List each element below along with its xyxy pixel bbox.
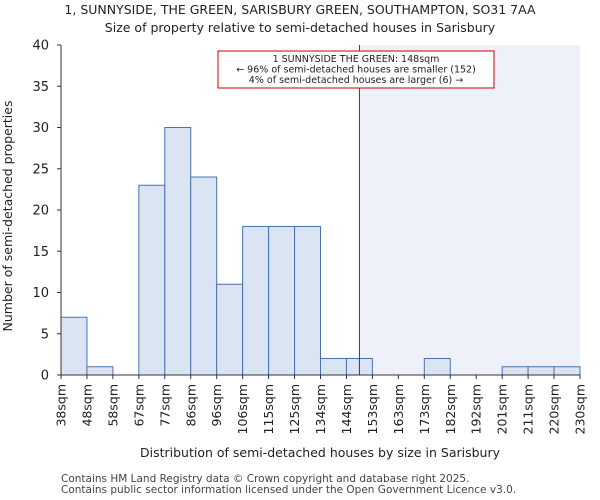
- histogram-bar: [268, 226, 296, 376]
- x-tick-label: 144sqm: [339, 384, 354, 434]
- histogram-bar: [423, 358, 451, 376]
- x-tick-label: 77sqm: [157, 384, 172, 427]
- x-tick-label: 192sqm: [469, 384, 484, 434]
- histogram-bar: [527, 366, 555, 376]
- y-tick-label: 5: [41, 327, 49, 342]
- x-tick-label: 220sqm: [547, 384, 562, 434]
- x-tick-label: 163sqm: [391, 384, 406, 434]
- x-axis-label: Distribution of semi-detached houses by …: [140, 445, 501, 460]
- histogram-bar: [164, 127, 192, 376]
- larger-region-shade: [359, 45, 580, 375]
- x-tick-label: 96sqm: [209, 384, 224, 427]
- x-tick-label: 38sqm: [54, 384, 69, 427]
- x-tick-label: 153sqm: [365, 384, 380, 434]
- y-axis-label: Number of semi-detached properties: [0, 101, 15, 332]
- histogram-bar: [60, 316, 88, 376]
- x-tick-label: 106sqm: [235, 384, 250, 434]
- x-tick-label: 58sqm: [105, 384, 120, 427]
- histogram-chart: 0 5 10 15 20 25 30 35 40 38sqm 48sqm 58sqm 67sqm 77sq…: [0, 39, 588, 461]
- chart-title: 1, SUNNYSIDE, THE GREEN, SARISBURY GREEN…: [64, 2, 536, 17]
- x-tick-label: 134sqm: [313, 384, 328, 434]
- x-tick-label: 201sqm: [495, 384, 510, 434]
- x-tick-label: 182sqm: [443, 384, 458, 434]
- histogram-bar: [216, 283, 244, 376]
- y-tick-label: 30: [32, 121, 49, 136]
- histogram-bar: [294, 226, 321, 376]
- y-tick-label: 15: [32, 245, 49, 260]
- histogram-bar: [86, 366, 114, 376]
- histogram-bar: [242, 226, 270, 376]
- histogram-bar: [501, 366, 529, 376]
- x-tick-label: 67sqm: [131, 384, 146, 427]
- y-tick-label: 40: [32, 39, 49, 54]
- x-tick-label: 125sqm: [287, 384, 302, 434]
- x-tick-label: 115sqm: [261, 384, 276, 434]
- y-tick-label: 10: [32, 286, 49, 301]
- y-tick-label: 25: [32, 162, 49, 177]
- annotation-address: 1 SUNNYSIDE THE GREEN: 148sqm: [273, 54, 440, 65]
- x-tick-label: 230sqm: [573, 384, 588, 434]
- chart-subtitle: Size of property relative to semi-detach…: [104, 20, 496, 35]
- y-tick-label: 0: [41, 369, 49, 384]
- y-tick-label: 35: [32, 80, 49, 95]
- x-tick-label: 173sqm: [417, 384, 432, 434]
- y-tick-label: 20: [32, 204, 49, 219]
- histogram-bar: [553, 366, 581, 376]
- x-tick-label: 211sqm: [521, 384, 536, 434]
- histogram-bar: [190, 176, 218, 376]
- annotation-larger: 4% of semi-detached houses are larger (6…: [249, 75, 463, 86]
- footer-copyright: Contains HM Land Registry data © Crown c…: [61, 473, 470, 485]
- x-tick-label: 48sqm: [79, 384, 94, 427]
- histogram-bar: [138, 184, 166, 376]
- x-tick-label: 86sqm: [183, 384, 198, 427]
- annotation-box: [217, 50, 495, 89]
- footer-licence: Contains public sector information licen…: [61, 484, 517, 496]
- histogram-bar: [320, 358, 347, 376]
- annotation-smaller: ← 96% of semi-detached houses are smalle…: [236, 65, 476, 76]
